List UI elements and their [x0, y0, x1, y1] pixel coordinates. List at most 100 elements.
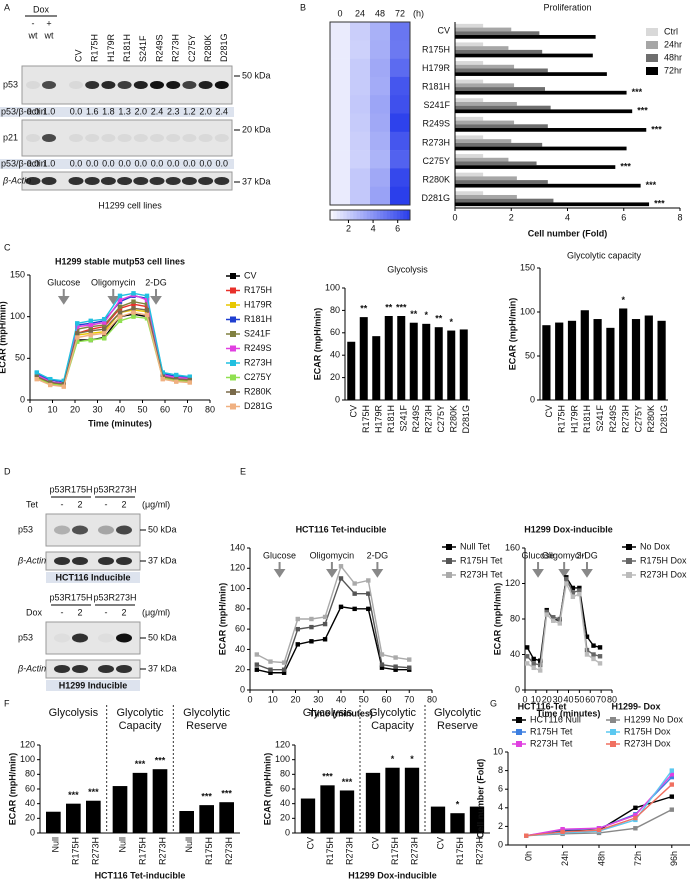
lane-label: CV [73, 49, 83, 62]
heat-cell [350, 186, 371, 206]
heat-cell [330, 186, 351, 206]
blot-band [72, 525, 88, 535]
point [61, 378, 66, 384]
blot-caption: H1299 Inducible [59, 680, 128, 690]
caption-bg [46, 572, 140, 583]
x-tick-label: 10 [531, 694, 541, 704]
heat-cell [390, 40, 411, 59]
point [591, 652, 596, 657]
heat-cell [370, 22, 391, 41]
y-tick-label: 80 [235, 603, 245, 613]
heat-cell [390, 113, 411, 133]
bar [455, 31, 540, 36]
colorbar-step [383, 210, 387, 220]
series-line [256, 564, 410, 664]
point [88, 318, 93, 324]
ratio-value: 1.2 [183, 106, 196, 116]
x-axis-label: H1299 Dox-inducible [348, 870, 437, 880]
blot-band [72, 633, 88, 643]
blot-band [85, 81, 100, 89]
legend-label: R175H [244, 285, 272, 295]
heat-cell [370, 150, 391, 169]
series-line [526, 581, 601, 672]
lane-label: H179R [106, 33, 116, 62]
x-tick-label: 80 [205, 404, 215, 414]
ratio-value: 2.0 [199, 106, 212, 116]
bar [455, 202, 650, 207]
mw-marker: 37 kDa [242, 176, 271, 186]
y-tick-label: 120 [230, 563, 245, 573]
group-title: Glycolytic Capacity [368, 707, 417, 732]
point [295, 642, 300, 647]
heat-cell [370, 131, 391, 151]
x-tick-label: 72h [633, 851, 643, 866]
treatment: 2 [121, 499, 126, 509]
x-tick-label: CV [370, 837, 380, 850]
legend-swatch [230, 316, 236, 323]
x-tick-label: Null [184, 837, 194, 853]
series-line [256, 606, 410, 674]
colorbar-tick-label: 6 [395, 223, 400, 233]
significance: ** [385, 302, 393, 312]
ratio-value: 0.0 [183, 158, 196, 168]
y-tick-label: 100 [325, 282, 340, 292]
significance: *** [201, 792, 212, 802]
legend-swatch [646, 67, 658, 75]
point [597, 645, 603, 650]
y-tick-label: 140 [230, 542, 245, 552]
event-arrow [107, 289, 120, 305]
heat-cell [330, 58, 351, 78]
legend-swatch [646, 41, 658, 49]
bar [455, 124, 548, 129]
significance: *** [396, 302, 407, 312]
lane-label: R181H [122, 34, 132, 62]
category-label: R175H [422, 44, 450, 54]
point [366, 591, 371, 596]
x-tick-label: 70 [404, 694, 414, 704]
legend-label: 24hr [664, 39, 682, 49]
unit: (μg/ml) [142, 607, 170, 617]
blot-band [116, 525, 132, 535]
event-label: 2-DG [145, 277, 167, 287]
caption-bg [46, 680, 140, 691]
x-tick-label: H179R [374, 405, 384, 434]
point [352, 581, 357, 586]
event-arrow [371, 562, 384, 578]
point [669, 768, 674, 773]
y-tick-label: 0 [20, 394, 25, 404]
x-tick-label: 40 [336, 694, 346, 704]
point [597, 661, 603, 666]
ratio-value: 1.6 [86, 106, 99, 116]
y-tick-label: 0 [335, 394, 340, 404]
point [669, 807, 674, 812]
y-tick-label: 4 [498, 802, 503, 812]
point [309, 639, 314, 644]
y-tick-label: 50 [525, 350, 535, 360]
series-line [256, 577, 410, 671]
legend-swatch [610, 717, 616, 723]
point [131, 299, 136, 304]
point [117, 314, 123, 319]
bar [199, 805, 214, 833]
bar [455, 105, 551, 110]
bar [580, 310, 589, 400]
x-tick-label: 0 [452, 212, 457, 222]
y-axis-label: ECAR (mpH/min) [262, 753, 272, 826]
blot-caption: H1299 cell lines [98, 200, 162, 210]
y-axis-label: ECAR (mpH/min) [312, 308, 322, 381]
treatment-label: Dox [33, 4, 50, 14]
group-title: Glycolytic Reserve [433, 707, 482, 732]
x-tick-label: R175H [557, 405, 567, 433]
heat-cell [370, 168, 391, 187]
point [393, 655, 398, 660]
blot-band [117, 81, 132, 89]
ratio-value: 2.0 [135, 106, 148, 116]
x-tick-label: CV [435, 837, 445, 850]
bar [455, 157, 509, 162]
x-tick-label: 20 [290, 694, 300, 704]
blot-band [85, 134, 100, 142]
x-tick-label: 50 [359, 694, 369, 704]
point [531, 665, 536, 671]
heat-cell [330, 95, 351, 114]
blot-band [117, 177, 133, 185]
